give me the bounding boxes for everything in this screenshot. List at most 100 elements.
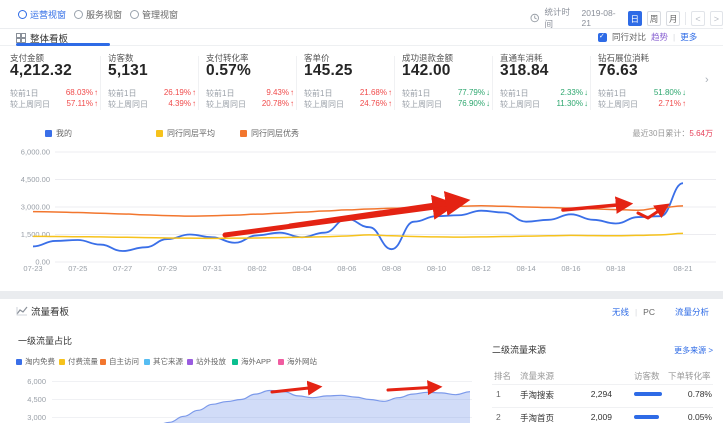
- traffic-analysis-link[interactable]: 流量分析: [674, 307, 709, 317]
- prev-date-button[interactable]: <: [691, 10, 705, 26]
- legend-label: 我的: [56, 129, 72, 138]
- legend-label: 海外网站: [287, 357, 317, 366]
- kpi-card-payment-amount[interactable]: 支付金额 4,212.32 较前1日 68.03% 较上周同日 57.11%: [10, 52, 102, 116]
- channel-pc-toggle[interactable]: PC: [643, 307, 655, 317]
- kpi-compare-week: 较上周同日 20.78%: [206, 99, 294, 110]
- compare-value: 2.33%: [560, 88, 588, 99]
- date-controls: 统计时间 2019-08-21 日 周 月 < >: [530, 6, 723, 30]
- legend-swatch: [232, 358, 238, 365]
- legend-item-offsite-ads[interactable]: 站外投放: [187, 356, 226, 367]
- channel-wireless-toggle[interactable]: 无线: [611, 307, 629, 317]
- source-cell: 手淘搜索: [520, 390, 555, 400]
- legend-label: 付费流量: [68, 357, 98, 366]
- compare-value: 76.90%: [458, 99, 490, 110]
- divider: [100, 56, 101, 110]
- rank-cell: 2: [496, 412, 501, 422]
- compare-value: 2.71%: [658, 99, 686, 110]
- compare-value: 68.03%: [66, 88, 98, 99]
- kpi-card-zhitongche-spend[interactable]: 直通车消耗 318.84 较前1日 2.33% 较上周同日 11.30%: [500, 52, 592, 116]
- kpi-card-zuanshi-spend[interactable]: 钻石展位消耗 76.63 较前1日 51.80% 较上周同日 2.71%: [598, 52, 690, 116]
- svg-text:4,500.00: 4,500.00: [21, 175, 50, 184]
- legend-label: 自主访问: [109, 357, 139, 366]
- col-header-visitors: 访客数: [634, 371, 660, 381]
- period-month-button[interactable]: 月: [666, 10, 681, 26]
- more-sources-link[interactable]: 更多来源 >: [674, 346, 713, 355]
- trend-link[interactable]: 趋势: [651, 32, 669, 42]
- source-cell: 手淘首页: [520, 413, 555, 423]
- stat-date[interactable]: 2019-08-21: [581, 8, 616, 28]
- kpi-card-conversion-rate[interactable]: 支付转化率 0.57% 较前1日 9.43% 较上周同日 20.78%: [206, 52, 298, 116]
- dashboard-icon: [16, 33, 26, 43]
- traffic-title: 流量看板: [31, 307, 70, 318]
- legend-item-peer-excellent[interactable]: 同行同层优秀: [240, 128, 299, 139]
- legend-swatch: [187, 358, 193, 365]
- legend-item-overseas-app[interactable]: 海外APP: [232, 356, 271, 367]
- compare-label: 较前1日: [108, 89, 137, 98]
- more-link[interactable]: 更多: [680, 32, 698, 42]
- compare-value: 24.76%: [360, 99, 392, 110]
- legend-item-other-source[interactable]: 其它来源: [144, 356, 183, 367]
- period-day-button[interactable]: 日: [627, 10, 642, 26]
- compare-value: 77.79%: [458, 88, 490, 99]
- divider: [492, 56, 493, 110]
- kpi-card-avg-order-value[interactable]: 客单价 145.25 较前1日 21.68% 较上周同日 24.76%: [304, 52, 396, 116]
- kpi-value: 318.84: [500, 62, 549, 79]
- kpi-label: 成功退款金额: [402, 53, 454, 63]
- compare-label: 较上周同日: [206, 100, 246, 109]
- legend-swatch: [156, 130, 163, 137]
- traffic-area-chart[interactable]: 3,000 4,500 6,000: [0, 330, 485, 423]
- trend-arrow-icon: [486, 99, 490, 108]
- overview-trend-chart[interactable]: 0.00 1,500.00 3,000.00 4,500.00 6,000.00 07-2…: [0, 143, 723, 280]
- tab-service-window[interactable]: 服务视窗: [74, 8, 122, 21]
- trend-arrow-icon: [94, 88, 98, 97]
- kpi-compare-day: 较前1日 9.43%: [206, 88, 294, 99]
- legend-item-direct-visit[interactable]: 自主访问: [100, 356, 139, 367]
- trend-arrow-icon: [584, 88, 588, 97]
- kpi-next-button[interactable]: ›: [705, 74, 709, 86]
- legend-item-peer-average[interactable]: 同行同层平均: [156, 128, 215, 139]
- compare-label: 较上周同日: [304, 100, 344, 109]
- tab-operation-window[interactable]: 运营视窗: [18, 8, 66, 21]
- svg-text:1,500.00: 1,500.00: [21, 230, 50, 239]
- traffic-controls: 无线 | PC 流量分析: [612, 306, 709, 318]
- kpi-compare-day: 较前1日 68.03%: [10, 88, 98, 99]
- legend-swatch: [100, 358, 106, 365]
- kpi-compare-week: 较上周同日 57.11%: [10, 99, 98, 110]
- kpi-card-refund-amount[interactable]: 成功退款金额 142.00 较前1日 77.79% 较上周同日 76.90%: [402, 52, 494, 116]
- compare-label: 较前1日: [500, 89, 529, 98]
- legend-label: 淘内免费: [25, 357, 55, 366]
- legend-item-taonei-free[interactable]: 淘内免费: [16, 356, 55, 367]
- kpi-compare-week: 较上周同日 76.90%: [402, 99, 490, 110]
- legend-item-overseas-web[interactable]: 海外网站: [278, 356, 317, 367]
- tab-icon: [18, 10, 27, 19]
- traffic-source-title: 一级流量占比: [18, 336, 73, 346]
- visitors-cell: 2,294: [590, 389, 612, 399]
- clock-icon: [530, 13, 539, 23]
- trend-arrow-icon: [682, 99, 686, 108]
- trend-arrow-icon: [192, 88, 196, 97]
- kpi-value: 0.57%: [206, 62, 251, 79]
- tab-manage-window[interactable]: 管理视窗: [130, 8, 178, 21]
- svg-text:08-12: 08-12: [472, 264, 491, 273]
- legend-swatch: [144, 358, 150, 365]
- legend-item-mine[interactable]: 我的: [45, 128, 72, 139]
- svg-text:6,000.00: 6,000.00: [21, 148, 50, 157]
- stat-time-label: 统计时间: [544, 7, 570, 29]
- legend-item-paid-traffic[interactable]: 付费流量: [59, 356, 98, 367]
- svg-text:08-04: 08-04: [292, 264, 311, 273]
- kpi-card-visitors[interactable]: 访客数 5,131 较前1日 26.19% 较上周同日 4.39%: [108, 52, 200, 116]
- kpi-value: 76.63: [598, 62, 638, 79]
- kpi-compare-week: 较上周同日 4.39%: [108, 99, 196, 110]
- kpi-value: 4,212.32: [10, 62, 72, 79]
- kpi-compare-week: 较上周同日 11.30%: [500, 99, 588, 110]
- tab-icon: [130, 10, 139, 19]
- line-chart-icon: [16, 306, 28, 316]
- legend-label: 其它来源: [153, 357, 183, 366]
- trend-arrow-icon: [388, 99, 392, 108]
- next-date-button[interactable]: >: [709, 10, 723, 26]
- svg-text:08-21: 08-21: [673, 264, 692, 273]
- divider: |: [634, 307, 638, 317]
- peer-compare-checkbox[interactable]: [598, 32, 607, 42]
- overview-title: 整体看板: [30, 34, 69, 45]
- period-week-button[interactable]: 周: [646, 10, 662, 26]
